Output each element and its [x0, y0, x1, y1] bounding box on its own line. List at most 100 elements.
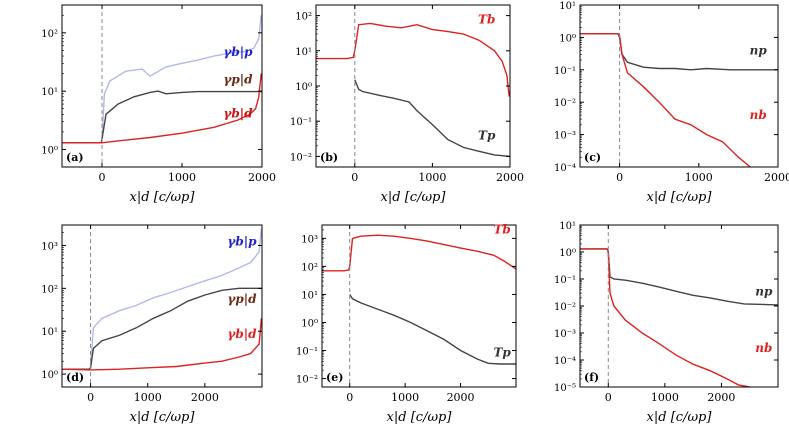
x-axis-label: x|d [c/ωp] [647, 190, 713, 205]
y-tick-label: 10¹ [295, 47, 312, 58]
y-tick-label: 10¹ [301, 290, 318, 301]
series-line-1 [580, 33, 751, 167]
series-line-1 [62, 287, 262, 370]
series-label: Tp [478, 129, 496, 143]
panel-label: (e) [326, 371, 343, 384]
y-tick-label: 10² [41, 284, 58, 295]
panel-1: 0 1000 2000 10⁻² 10⁻¹ 10⁰ 10¹ 10² x|d [c/ωp] (b) T… [290, 4, 524, 205]
series-line-0 [322, 234, 516, 272]
y-tick-label: 10⁻² [290, 152, 312, 163]
panel-label: (b) [320, 151, 338, 164]
x-axis-label: x|d [c/ωp] [381, 190, 447, 205]
x-axis-label: x|d [c/ωp] [647, 410, 713, 425]
series-label: Tb [478, 12, 495, 26]
y-tick-label: 10⁻³ [554, 329, 576, 340]
series-line-1 [349, 294, 516, 365]
series-line-2 [62, 73, 262, 144]
x-tick-label: 1000 [685, 171, 713, 184]
panel-label: (c) [584, 151, 601, 164]
panel-5: 0 1000 2000 10⁻⁵ 10⁻⁴ 10⁻³ 10⁻² 10⁻¹ 10⁰ 10¹ x|d [… [554, 221, 779, 425]
y-tick-label: 10⁻⁴ [554, 356, 576, 367]
y-tick-label: 10² [295, 12, 312, 23]
x-tick-label: 1000 [134, 391, 162, 404]
y-tick-label: 10⁻⁵ [554, 383, 576, 394]
x-tick-label: 1000 [391, 391, 419, 404]
series-label: γb|p [223, 45, 253, 59]
y-tick-label: 10² [41, 29, 58, 40]
series-label: γp|d [223, 73, 253, 87]
panel-label: (a) [66, 151, 84, 164]
y-tick-label: 10⁻² [296, 375, 318, 386]
axes-frame [579, 4, 779, 168]
y-tick-label: 10⁻² [554, 98, 576, 109]
series-line-0 [316, 22, 510, 97]
x-tick-label: 2000 [764, 171, 789, 184]
y-tick-label: 10⁰ [301, 318, 318, 329]
x-tick-label: 2000 [447, 391, 475, 404]
x-tick-label: 0 [99, 171, 106, 184]
y-tick-label: 10⁻¹ [290, 117, 312, 128]
y-tick-label: 10⁰ [559, 248, 576, 259]
series-label: nb [755, 341, 772, 355]
panel-0: 0 1000 2000 10⁰ 10¹ 10² x|d [c/ωp] (a) γb|p γp|d γ… [41, 4, 276, 205]
y-tick-label: 10¹ [41, 327, 58, 338]
series-label: γp|d [227, 292, 257, 306]
axes-frame [321, 224, 517, 388]
x-tick-label: 2000 [191, 391, 219, 404]
series-line-1 [580, 248, 750, 387]
panel-4: 0 1000 2000 10⁻² 10⁻¹ 10⁰ 10¹ 10² 10³ x|d [c/ωp] (… [296, 222, 517, 425]
series-line-0 [62, 228, 262, 370]
y-tick-label: 10⁻¹ [554, 66, 576, 77]
y-tick-label: 10⁻¹ [554, 275, 576, 286]
series-line-0 [62, 15, 262, 144]
series-label: np [755, 284, 773, 298]
x-tick-label: 0 [87, 391, 94, 404]
x-tick-label: 0 [616, 171, 623, 184]
panel-label: (f) [584, 371, 599, 384]
series-line-1 [354, 79, 510, 158]
x-tick-label: 2000 [496, 171, 524, 184]
y-tick-label: 10¹ [41, 87, 58, 98]
x-axis-label: x|d [c/ωp] [387, 410, 453, 425]
series-label: nb [750, 108, 767, 122]
y-tick-label: 10⁰ [41, 370, 58, 381]
y-tick-label: 10¹ [559, 1, 576, 12]
y-tick-label: 10⁰ [559, 33, 576, 44]
y-tick-label: 10⁻³ [554, 131, 576, 142]
y-tick-label: 10³ [41, 241, 58, 252]
y-tick-label: 10⁻¹ [296, 347, 318, 358]
x-tick-label: 1000 [651, 391, 679, 404]
axes-frame [61, 4, 263, 168]
series-label: Tp [493, 346, 511, 360]
series-label: γb|d [227, 327, 257, 341]
y-tick-label: 10⁰ [41, 145, 58, 156]
x-tick-label: 0 [351, 171, 358, 184]
x-tick-label: 2000 [707, 391, 735, 404]
series-label: np [750, 43, 768, 57]
panel-2: 0 1000 2000 10⁻⁴ 10⁻³ 10⁻² 10⁻¹ 10⁰ 10¹ x|d [c/ωp… [554, 1, 789, 205]
panel-3: 0 1000 2000 10⁰ 10¹ 10² 10³ x|d [c/ωp] (d) γb|p γp… [41, 224, 263, 425]
series-line-1 [62, 90, 262, 144]
panel-label: (d) [66, 371, 84, 384]
x-tick-label: 0 [346, 391, 353, 404]
axes-frame [579, 224, 779, 388]
y-tick-label: 10⁻⁴ [554, 163, 576, 174]
y-tick-label: 10⁻² [554, 302, 576, 313]
axes-frame [315, 4, 511, 168]
series-label: Tb [493, 222, 510, 236]
y-tick-label: 10² [301, 262, 318, 273]
y-tick-label: 10⁰ [295, 82, 312, 93]
x-axis-label: x|d [c/ωp] [130, 190, 196, 205]
series-label: γb|p [227, 234, 257, 248]
series-line-0 [580, 33, 778, 71]
y-tick-label: 10¹ [559, 221, 576, 232]
axes-frame [61, 224, 263, 388]
y-tick-label: 10³ [301, 234, 318, 245]
series-line-2 [62, 318, 262, 371]
x-axis-label: x|d [c/ωp] [130, 410, 196, 425]
series-label: γb|d [223, 107, 253, 121]
x-tick-label: 0 [605, 391, 612, 404]
x-tick-label: 1000 [168, 171, 196, 184]
x-tick-label: 1000 [418, 171, 446, 184]
